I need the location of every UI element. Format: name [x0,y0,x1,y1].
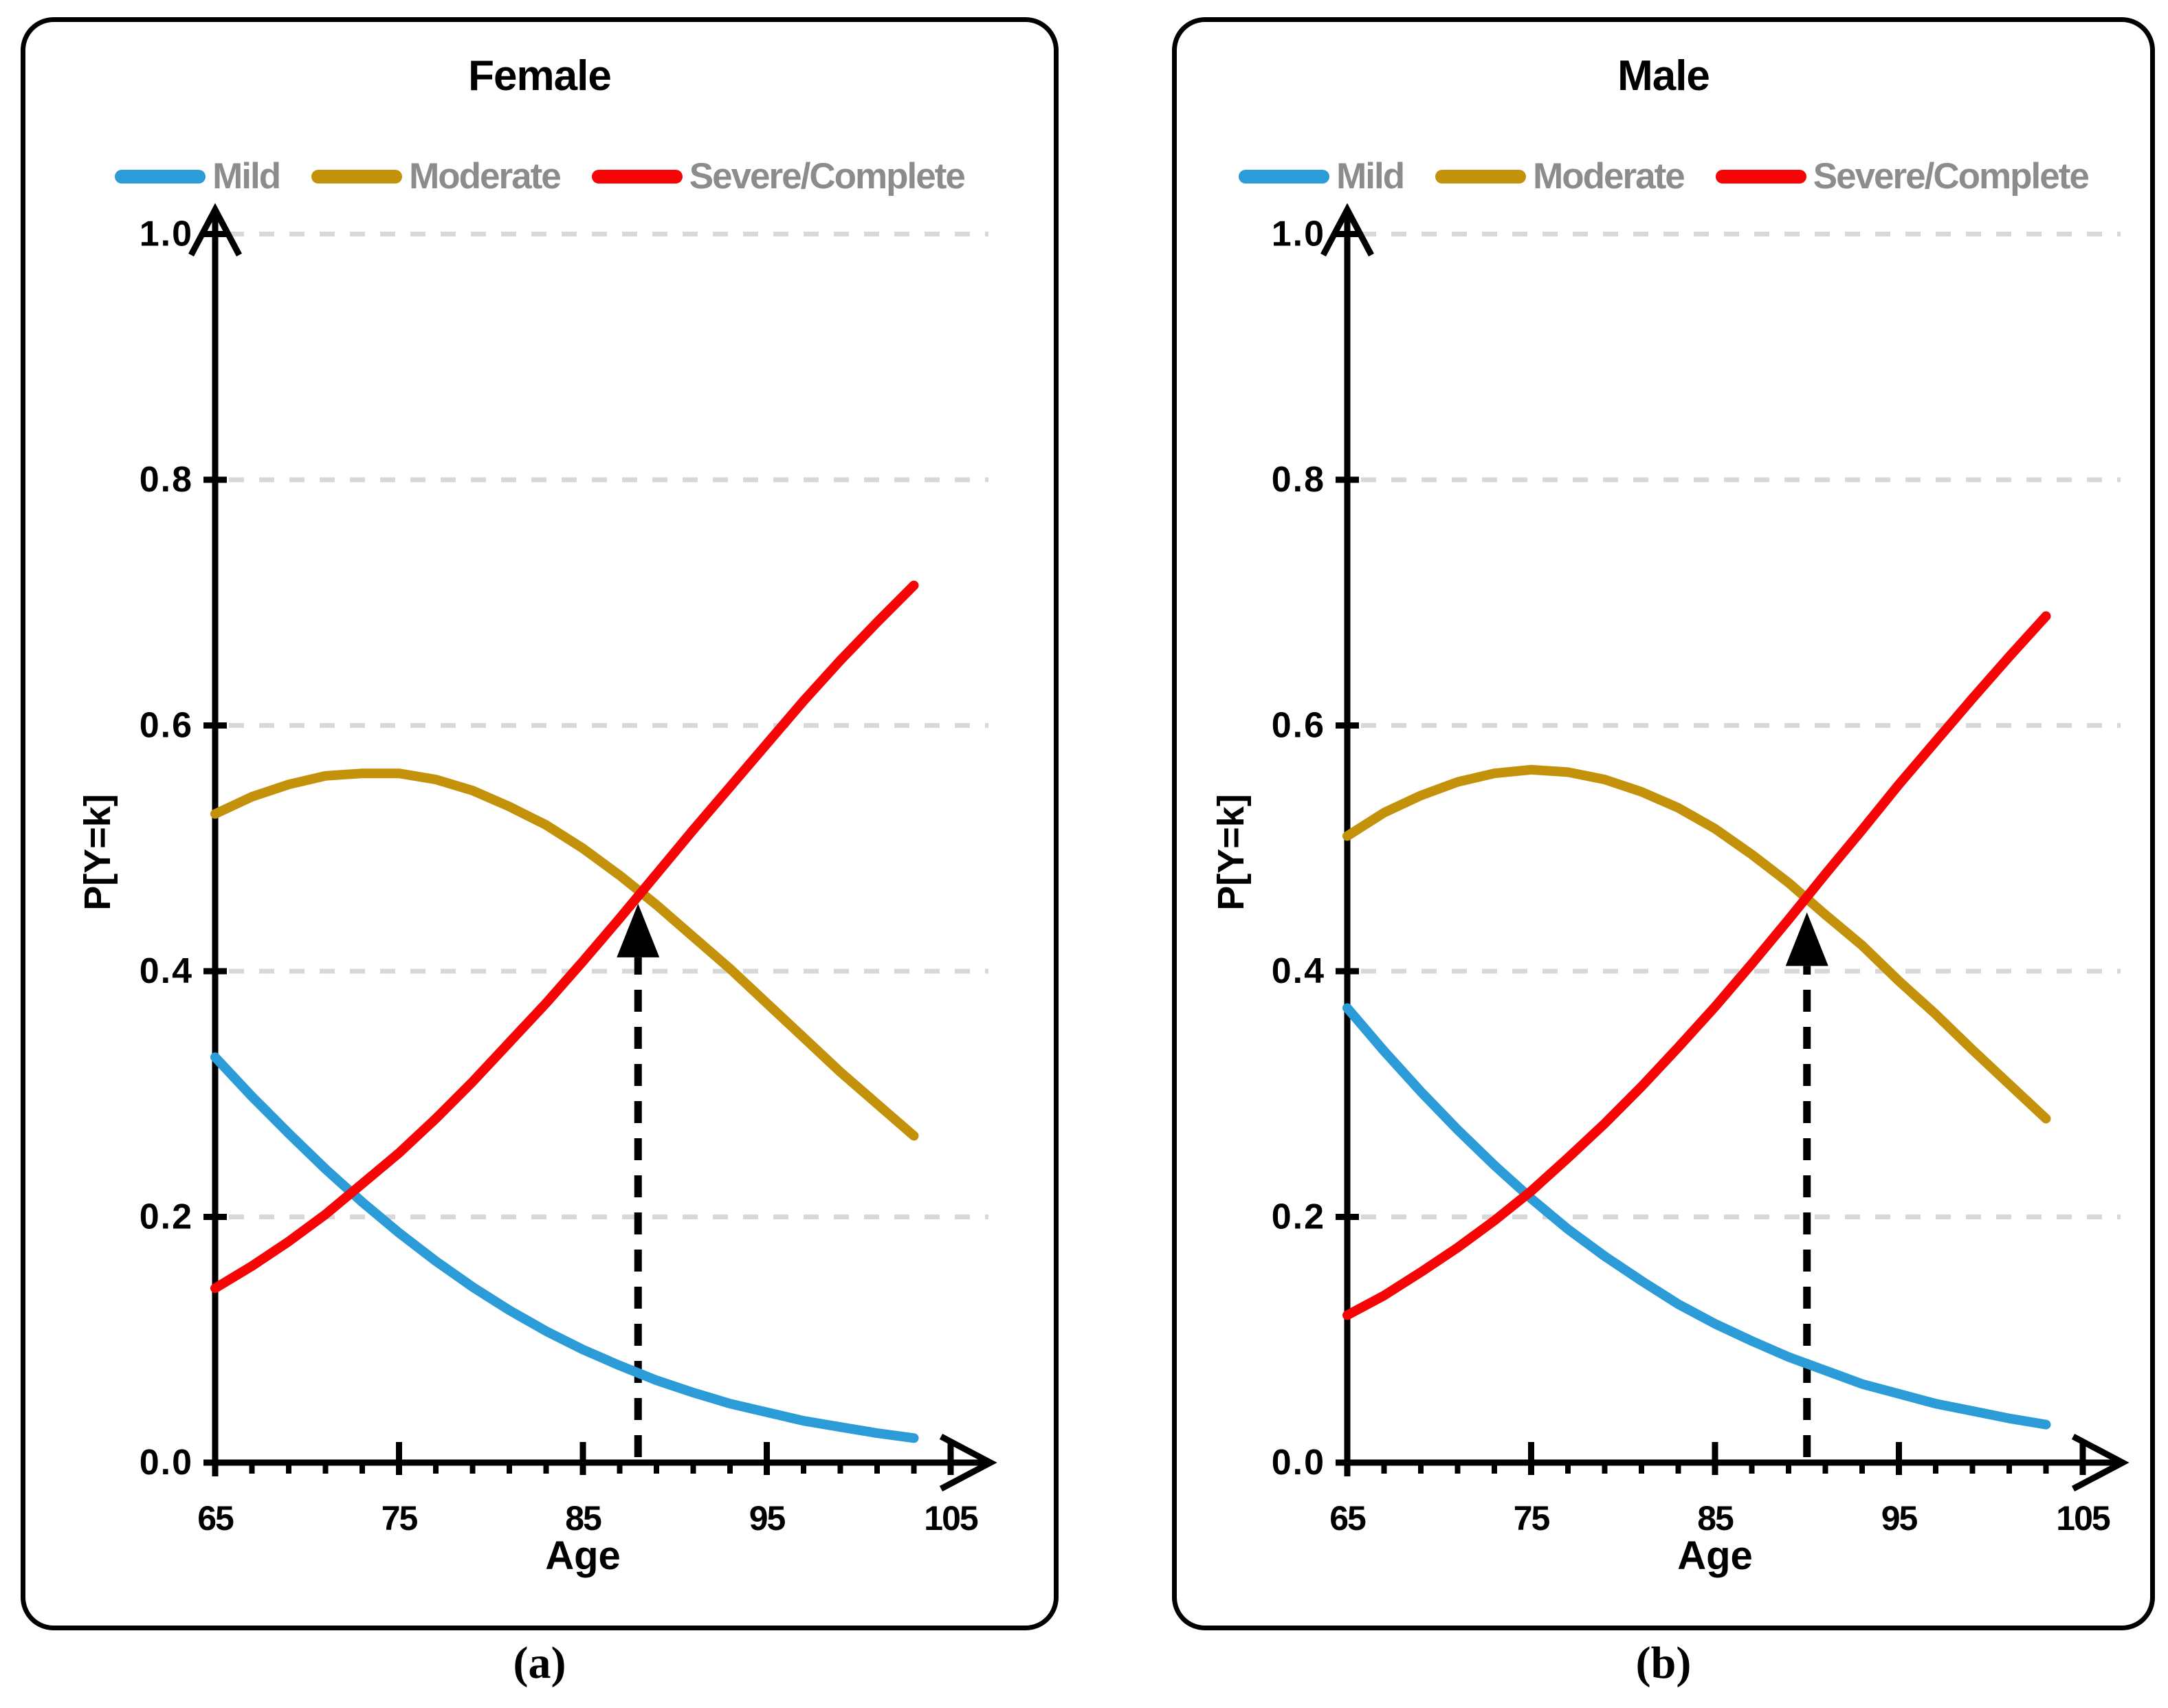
caption-b: (b) [1635,1638,1692,1688]
legend-item-severe-complete: Severe/Complete [1715,156,2090,197]
y-tick-label: 0.2 [1272,1197,1325,1237]
y-axis-arrowhead-icon [188,203,242,257]
curve-severe-complete [210,580,919,1294]
y-tick-label: 1.0 [1272,214,1325,254]
y-tick-label: 0.8 [140,460,193,500]
y-tick-label: 0.0 [140,1443,193,1483]
y-tick-label: 0.6 [140,706,193,746]
legend-label: Moderate [409,156,562,197]
legend-swatch-severe-complete-icon [1715,169,1806,184]
y-axis-title: P[Y=k] [1210,794,1252,911]
panel-title: Female [468,52,612,100]
x-axis-title: Age [545,1533,621,1578]
panel-female: 0.0 0.2 0.4 0.6 0.8 1.0 65 75 85 95 105 Age P[Y=k] F… [21,17,1059,1630]
y-tick-label: 0.6 [1272,706,1325,746]
legend-item-moderate: Moderate [311,156,562,197]
x-tick-label: 85 [565,1499,601,1538]
curve-moderate [210,768,919,1141]
x-axis-arrowhead-icon [939,1434,997,1491]
caption-a: (a) [513,1638,566,1688]
legend-label: Moderate [1533,156,1685,197]
legend-item-severe-complete: Severe/Complete [591,156,966,197]
x-tick-label: 75 [381,1499,418,1538]
legend-swatch-mild-icon [1239,169,1330,184]
x-axis-title: Age [1677,1533,1753,1578]
crossing-annotation-arrowhead-icon [1785,912,1828,966]
curve-mild [210,1052,919,1443]
legend-label: Mild [1336,156,1405,197]
y-tick-label: 0.4 [1272,951,1325,991]
x-tick-label: 75 [1514,1499,1550,1538]
legend-swatch-mild-icon [115,169,206,184]
legend-swatch-moderate-icon [311,169,403,184]
legend-label: Severe/Complete [1813,156,2090,197]
curve-severe-complete [1342,611,2051,1320]
y-tick-label: 0.0 [1272,1443,1325,1483]
x-tick-label: 65 [197,1499,234,1538]
y-tick-label: 1.0 [140,214,193,254]
legend-item-moderate: Moderate [1435,156,1685,197]
panel-male: 0.0 0.2 0.4 0.6 0.8 1.0 65 75 85 95 105 Age P[Y=k] M… [1172,17,2155,1630]
legend-swatch-severe-complete-icon [591,169,683,184]
x-tick-label: 85 [1697,1499,1734,1538]
legend-item-mild: Mild [1239,156,1405,197]
legend-swatch-moderate-icon [1435,169,1527,184]
y-tick-label: 0.2 [140,1197,193,1237]
chart-svg-female: 0.0 0.2 0.4 0.6 0.8 1.0 65 75 85 95 105 Age P[Y=k] [77,203,997,1578]
x-tick-label: 65 [1329,1499,1366,1538]
curve-mild [1342,1003,2051,1430]
y-tick-label: 0.8 [1272,460,1325,500]
y-tick-label: 0.4 [140,951,193,991]
x-tick-label: 95 [1881,1499,1918,1538]
y-axis-title: P[Y=k] [77,794,118,911]
legend-label: Severe/Complete [689,156,966,197]
legend-label: Mild [212,156,281,197]
legend: Mild Moderate Severe/Complete [1177,158,2150,195]
x-axis-arrowhead-icon [2071,1434,2130,1491]
chart-svg-male: 0.0 0.2 0.4 0.6 0.8 1.0 65 75 85 95 105 Age P[Y=k] [1210,203,2130,1578]
crossing-annotation-arrowhead-icon [617,903,660,957]
y-axis-arrowhead-icon [1320,203,1374,257]
panel-title: Male [1617,52,1710,100]
legend: Mild Moderate Severe/Complete [25,158,1054,195]
x-tick-label: 105 [924,1499,978,1538]
curve-moderate [1342,764,2051,1124]
x-tick-label: 95 [749,1499,786,1538]
legend-item-mild: Mild [115,156,281,197]
x-tick-label: 105 [2056,1499,2110,1538]
